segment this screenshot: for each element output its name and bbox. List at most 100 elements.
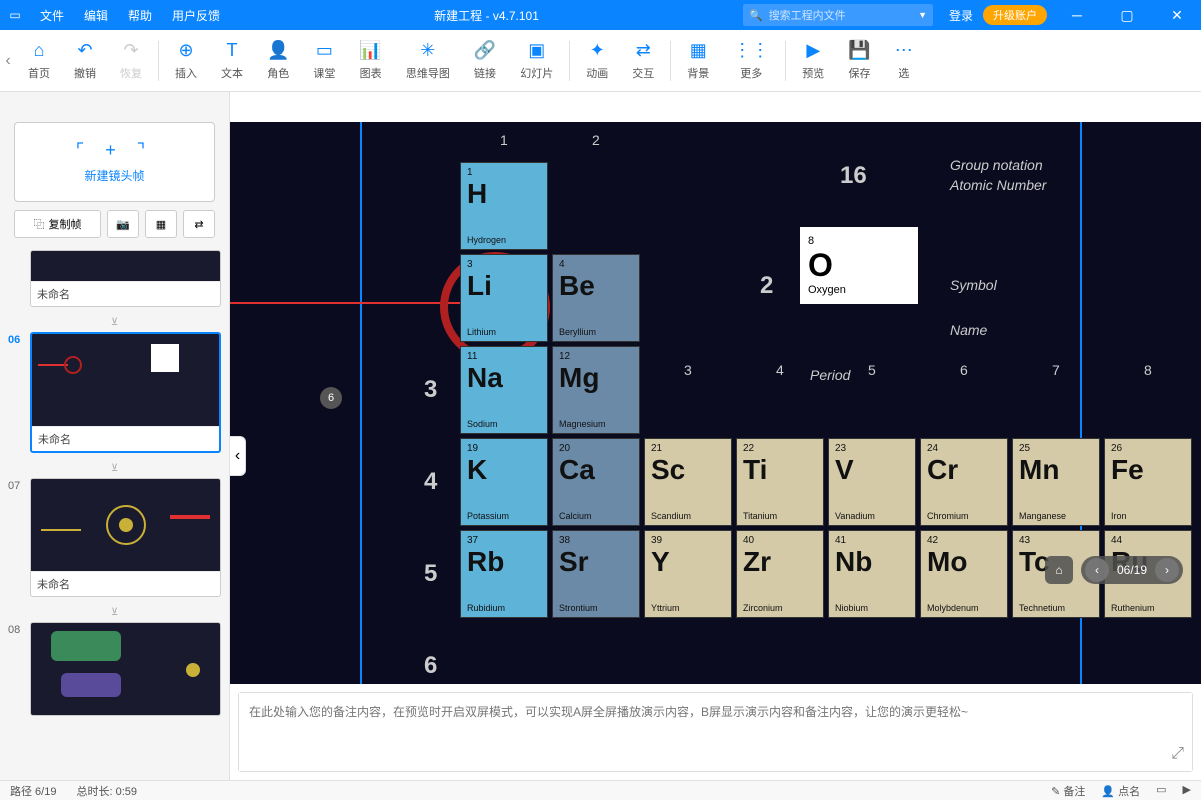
legend-symbol-label: Symbol <box>950 277 997 293</box>
element-cell-Li: 3LiLithium <box>460 254 548 342</box>
slide-thumb[interactable]: 07未命名 <box>8 478 221 597</box>
element-cell-Be: 4BeBeryllium <box>552 254 640 342</box>
element-cell-Cr: 24CrChromium <box>920 438 1008 526</box>
slide-next-button[interactable]: › <box>1155 558 1179 582</box>
element-cell-Zr: 40ZrZirconium <box>736 530 824 618</box>
thumb-number <box>8 250 26 252</box>
tool-icon: 📊 <box>359 40 381 61</box>
col-label: 6 <box>960 362 968 378</box>
tool-背景[interactable]: ▦背景 <box>675 30 721 92</box>
menu-help[interactable]: 帮助 <box>118 7 162 24</box>
element-cell-Sc: 21ScScandium <box>644 438 732 526</box>
col-label: 3 <box>684 362 692 378</box>
tool-保存[interactable]: 💾保存 <box>836 30 882 92</box>
tool-icon: ⋯ <box>895 40 913 61</box>
guide-line[interactable] <box>360 122 362 684</box>
element-cell-Ca: 20CaCalcium <box>552 438 640 526</box>
swap-icon[interactable]: ⇄ <box>183 210 215 238</box>
tool-思维导图[interactable]: ✳思维导图 <box>394 30 462 92</box>
tool-动画[interactable]: ✦动画 <box>574 30 620 92</box>
element-cell-Fe: 26FeIron <box>1104 438 1192 526</box>
col-label: 1 <box>500 132 508 148</box>
tool-icon: ✦ <box>590 40 605 61</box>
tool-icon: 💾 <box>848 40 870 61</box>
present-icon[interactable]: ▶ <box>1183 783 1191 799</box>
expand-notes-icon[interactable]: ⤢ <box>1171 745 1184 763</box>
notes-textarea[interactable] <box>239 693 1192 771</box>
tool-icon: ↷ <box>123 40 138 61</box>
chevron-down-icon[interactable]: ▼ <box>918 10 927 20</box>
tool-插入[interactable]: ⊕插入 <box>163 30 209 92</box>
minimize-button[interactable]: ─ <box>1057 7 1097 23</box>
tool-icon: ⌂ <box>34 40 45 61</box>
tool-恢复: ↷恢复 <box>108 30 154 92</box>
tool-撤销[interactable]: ↶撤销 <box>62 30 108 92</box>
element-cell-Nb: 41NbNiobium <box>828 530 916 618</box>
element-cell-Mn: 25MnManganese <box>1012 438 1100 526</box>
maximize-button[interactable]: ▢ <box>1107 7 1147 24</box>
tool-图表[interactable]: 📊图表 <box>347 30 393 92</box>
menu-feedback[interactable]: 用户反馈 <box>162 7 230 24</box>
col-label: 5 <box>868 362 876 378</box>
tool-首页[interactable]: ⌂首页 <box>16 30 62 92</box>
tool-icon: ▭ <box>316 40 333 61</box>
tool-icon: ↶ <box>77 40 92 61</box>
slide-thumb[interactable]: 06 未命名 <box>8 332 221 453</box>
rollcall-button[interactable]: 👤 点名 <box>1101 783 1140 799</box>
search-input[interactable]: 🔍 搜索工程内文件 ▼ <box>743 4 933 26</box>
tool-交互[interactable]: ⇄交互 <box>620 30 666 92</box>
slide-nav-home-icon[interactable]: ⌂ <box>1045 556 1073 584</box>
close-button[interactable]: ✕ <box>1157 7 1197 24</box>
slides-sidebar: ⌜ + ⌝ 新建镜头帧 ⿻复制帧 📷 ▦ ⇄ 未命名⊻06未命名⊻07未命名⊻0… <box>0 92 230 780</box>
thumb-title: 未命名 <box>31 281 220 306</box>
tool-icon: 👤 <box>267 40 289 61</box>
slide-prev-button[interactable]: ‹ <box>1085 558 1109 582</box>
legend-name-label: Name <box>950 322 987 338</box>
row-label: 4 <box>424 468 437 496</box>
collapse-toolbar-icon[interactable]: ‹ <box>0 30 16 92</box>
row-label: 3 <box>424 376 437 404</box>
col-label: 4 <box>776 362 784 378</box>
login-link[interactable]: 登录 <box>949 7 973 24</box>
thumb-connector-icon: ⊻ <box>0 461 229 476</box>
copy-frame-button[interactable]: ⿻复制帧 <box>14 210 101 238</box>
notes-toggle-button[interactable]: ✎ 备注 <box>1051 783 1085 799</box>
tool-幻灯片[interactable]: ▣幻灯片 <box>508 30 565 92</box>
new-frame-button[interactable]: ⌜ + ⌝ 新建镜头帧 <box>14 122 215 202</box>
tool-icon: 🔗 <box>474 40 496 61</box>
legend-atomic-label: Atomic Number <box>950 177 1046 193</box>
tool-icon: ▣ <box>528 40 545 61</box>
menu-file[interactable]: 文件 <box>30 7 74 24</box>
camera-frame-icon[interactable]: 📷 <box>107 210 139 238</box>
tool-链接[interactable]: 🔗链接 <box>462 30 508 92</box>
menu-edit[interactable]: 编辑 <box>74 7 118 24</box>
search-icon: 🔍 <box>749 9 763 22</box>
tool-icon: ⊕ <box>178 40 193 61</box>
element-cell-Mg: 12MgMagnesium <box>552 346 640 434</box>
tool-课堂[interactable]: ▭课堂 <box>301 30 347 92</box>
thumb-title: 未命名 <box>32 426 219 451</box>
row-label: 5 <box>424 560 437 588</box>
layers-icon[interactable]: ▭ <box>1156 783 1166 799</box>
legend-period-label: Period <box>810 367 850 383</box>
tool-icon: ▶ <box>806 40 820 61</box>
thumb-number: 06 <box>8 332 26 346</box>
slide-thumb[interactable]: 未命名 <box>8 250 221 307</box>
tool-选[interactable]: ⋯选 <box>883 30 925 92</box>
tool-预览[interactable]: ▶预览 <box>790 30 836 92</box>
qr-icon[interactable]: ▦ <box>145 210 177 238</box>
canvas-view[interactable]: 6 1HHydrogen3LiLithium4BeBeryllium11NaSo… <box>230 122 1201 684</box>
slide-thumb[interactable]: 08 <box>8 622 221 716</box>
tool-icon: ✳ <box>420 40 435 61</box>
upgrade-button[interactable]: 升级账户 <box>983 5 1047 25</box>
status-duration: 总时长: 0:59 <box>76 783 137 799</box>
collapse-sidebar-handle[interactable]: ‹ <box>230 436 246 476</box>
tool-角色[interactable]: 👤角色 <box>255 30 301 92</box>
tool-icon: ▦ <box>690 40 707 61</box>
window-title: 新建工程 - v4.7.101 <box>230 7 743 24</box>
tool-更多[interactable]: ⋮⋮更多 <box>721 30 781 92</box>
thumb-number: 07 <box>8 478 26 492</box>
tool-文本[interactable]: T文本 <box>209 30 255 92</box>
element-cell-Ti: 22TiTitanium <box>736 438 824 526</box>
slide-counter: 06/19 <box>1111 563 1153 577</box>
